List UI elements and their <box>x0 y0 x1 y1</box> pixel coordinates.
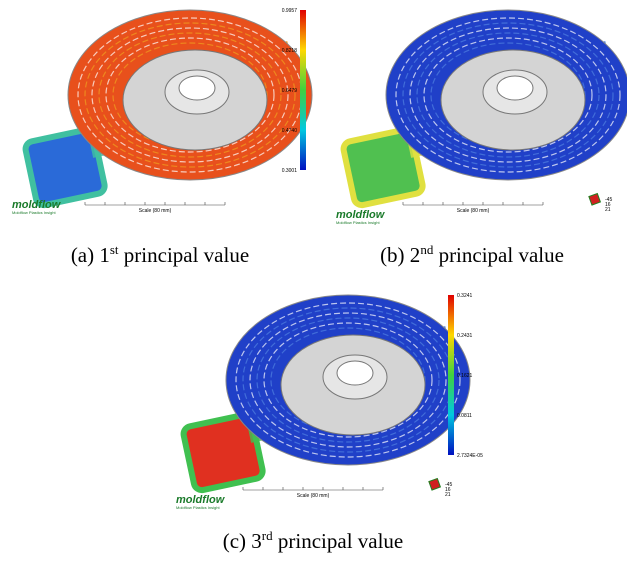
caption-text: principal value <box>273 529 404 553</box>
boss-hole <box>179 76 215 100</box>
panel: 0.32410.24310.16210.08112.7324E-05moldfl… <box>176 293 483 510</box>
triad-label: 21 <box>605 207 611 213</box>
boss-hole <box>497 76 533 100</box>
caption-superscript: rd <box>262 528 273 543</box>
colorbar-label: 0.1621 <box>457 373 473 379</box>
caption: (b) 2nd principal value <box>380 242 564 267</box>
triad-cube <box>589 194 601 206</box>
colorbar <box>300 10 306 170</box>
colorbar-label: 0.8218 <box>282 48 298 54</box>
scale-label: Scale (80 mm) <box>297 493 330 499</box>
panel: 0.99570.82180.64790.47400.3001moldflowMo… <box>12 8 312 215</box>
colorbar-label: 0.3001 <box>282 168 298 174</box>
colorbar-label: 0.9957 <box>282 8 298 14</box>
caption-text: principal value <box>433 243 564 267</box>
colorbar-label: 0.6479 <box>282 88 298 94</box>
caption-text: principal value <box>119 243 250 267</box>
triad-label: 21 <box>445 492 451 498</box>
logo-subtitle: Moldflow Plastics Insight <box>176 505 220 510</box>
caption: (c) 3rd principal value <box>223 528 404 553</box>
caption-label: (b) 2 <box>380 243 420 267</box>
logo-subtitle: Moldflow Plastics Insight <box>336 220 380 225</box>
colorbar-label: 0.0811 <box>457 413 472 419</box>
caption-superscript: nd <box>420 242 434 257</box>
caption: (a) 1st principal value <box>71 242 249 267</box>
colorbar <box>448 295 454 455</box>
caption-label: (c) 3 <box>223 529 262 553</box>
boss-hole <box>337 361 373 385</box>
scale-label: Scale (80 mm) <box>457 208 490 214</box>
colorbar-label: 2.7324E-05 <box>457 453 483 459</box>
figure: 0.99570.82180.64790.47400.3001moldflowMo… <box>0 0 627 573</box>
triad-cube <box>429 479 441 491</box>
logo-subtitle: Moldflow Plastics Insight <box>12 210 56 215</box>
panel: 0.49240.36900.24730.12410.0021moldflowMo… <box>336 8 627 225</box>
colorbar-label: 0.4740 <box>282 128 298 134</box>
colorbar-label: 0.2431 <box>457 333 473 339</box>
colorbar-label: 0.3241 <box>457 293 473 299</box>
scale-label: Scale (80 mm) <box>139 208 172 214</box>
caption-label: (a) 1 <box>71 243 110 267</box>
